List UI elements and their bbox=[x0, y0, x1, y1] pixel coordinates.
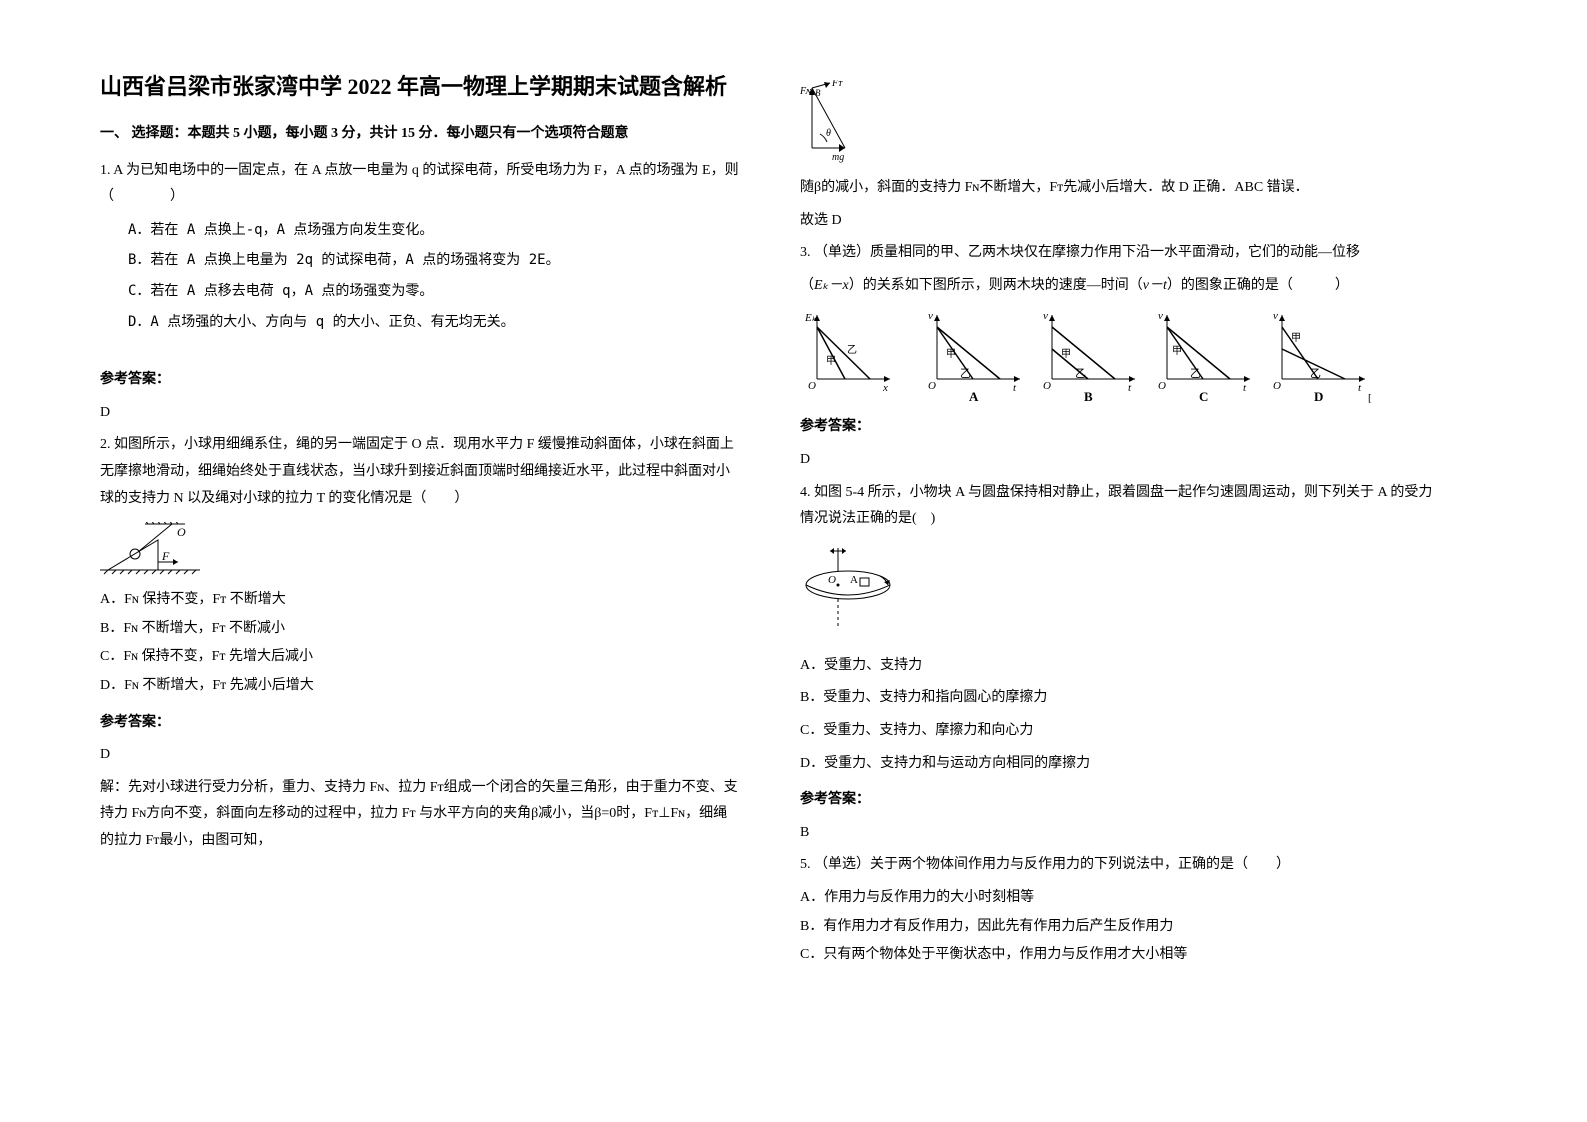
section-1-header: 一、 选择题：本题共 5 小题，每小题 3 分，共计 15 分．每小题只有一个选… bbox=[100, 121, 740, 148]
svg-text:t: t bbox=[1243, 382, 1247, 394]
q1-stem: 1. A 为已知电场中的一固定点，在 A 点放一电量为 q 的试探电荷，所受电场… bbox=[100, 158, 740, 211]
q2-cont-2: 故选 D bbox=[800, 208, 1440, 235]
q2-answer-label: 参考答案： bbox=[100, 710, 740, 737]
svg-text:θ: θ bbox=[826, 128, 831, 139]
svg-text:乙: 乙 bbox=[1310, 367, 1321, 380]
svg-text:乙: 乙 bbox=[1190, 367, 1201, 380]
q5-stem: 5. （单选）关于两个物体间作用力与反作用力的下列说法中，正确的是（ ） bbox=[800, 852, 1440, 879]
q3-graphs-figure: Eₖ 甲 乙 O x v 甲 乙 O bbox=[800, 309, 1440, 404]
svg-text:甲: 甲 bbox=[946, 349, 956, 360]
q4-opt-b: B．受重力、支持力和指向圆心的摩擦力 bbox=[800, 685, 1440, 712]
q2-opt-b: B．Fɴ 不断增大，Fᴛ 不断减小 bbox=[100, 616, 740, 643]
svg-text:O: O bbox=[177, 525, 186, 539]
q2-opt-a: A．Fɴ 保持不变，Fᴛ 不断增大 bbox=[100, 587, 740, 614]
exam-title: 山西省吕梁市张家湾中学 2022 年高一物理上学期期末试题含解析 bbox=[100, 70, 740, 103]
q2-cont-1: 随β的减小，斜面的支持力 Fɴ不断增大，Fᴛ先减小后增大．故 D 正确．ABC … bbox=[800, 175, 1440, 202]
svg-text:Fᴛ: Fᴛ bbox=[831, 80, 843, 89]
q3-stem-line1: 3. （单选）质量相同的甲、乙两木块仅在摩擦力作用下沿一水平面滑动，它们的动能—… bbox=[800, 240, 1440, 267]
q4-stem: 4. 如图 5-4 所示，小物块 A 与圆盘保持相对静止，跟着圆盘一起作匀速圆周… bbox=[800, 480, 1440, 533]
q3-stem-mid: ）的关系如下图所示，则两木块的速度—时间（ bbox=[849, 278, 1143, 293]
q5-opt-b: B．有作用力才有反作用力，因此先有作用力后产生反作用力 bbox=[800, 914, 1440, 941]
q1-opt-c: C．若在 A 点移去电荷 q，A 点的场强变为零。 bbox=[100, 278, 740, 305]
q2-stem: 2. 如图所示，小球用细绳系住，绳的另一端固定于 O 点．现用水平力 F 缓慢推… bbox=[100, 432, 740, 512]
q3-formula-1: Eₖ－x bbox=[814, 278, 849, 293]
svg-text:A: A bbox=[969, 389, 979, 404]
svg-text:O: O bbox=[808, 380, 816, 392]
q5-opt-c: C．只有两个物体处于平衡状态中，作用力与反作用才大小相等 bbox=[800, 942, 1440, 969]
svg-text:x: x bbox=[882, 382, 888, 394]
svg-text:D: D bbox=[1314, 389, 1323, 404]
page-container: 山西省吕梁市张家湾中学 2022 年高一物理上学期期末试题含解析 一、 选择题：… bbox=[0, 0, 1587, 1001]
svg-text:v: v bbox=[1158, 310, 1163, 322]
svg-text:C: C bbox=[1199, 389, 1208, 404]
left-column: 山西省吕梁市张家湾中学 2022 年高一物理上学期期末试题含解析 一、 选择题：… bbox=[100, 70, 740, 971]
svg-text:O: O bbox=[1273, 380, 1281, 392]
q2-vector-triangle-figure: Fɴ Fᴛ B θ mg bbox=[800, 80, 1440, 165]
svg-text:甲: 甲 bbox=[826, 356, 836, 367]
svg-text:O: O bbox=[1043, 380, 1051, 392]
svg-text:[: [ bbox=[1368, 392, 1372, 404]
q3-answer: D bbox=[800, 447, 1440, 474]
right-column: Fɴ Fᴛ B θ mg 随β的减小，斜面的支持力 Fɴ不断增大，Fᴛ先减小后增… bbox=[800, 70, 1440, 971]
svg-text:O: O bbox=[828, 574, 836, 586]
svg-text:B: B bbox=[1084, 389, 1093, 404]
q3-answer-label: 参考答案： bbox=[800, 414, 1440, 441]
svg-text:v: v bbox=[928, 310, 933, 322]
spacer bbox=[100, 339, 740, 357]
svg-text:v: v bbox=[1273, 310, 1278, 322]
svg-text:Fɴ: Fɴ bbox=[800, 86, 812, 97]
q1-opt-a: A．若在 A 点换上-q，A 点场强方向发生变化。 bbox=[100, 217, 740, 244]
svg-text:v: v bbox=[1043, 310, 1048, 322]
svg-text:O: O bbox=[928, 380, 936, 392]
svg-text:甲: 甲 bbox=[1172, 346, 1182, 357]
svg-text:t: t bbox=[1013, 382, 1017, 394]
q4-disk-figure: O A bbox=[800, 543, 1440, 643]
q4-opt-a: A．受重力、支持力 bbox=[800, 653, 1440, 680]
svg-text:甲: 甲 bbox=[1291, 333, 1301, 344]
svg-text:O: O bbox=[1158, 380, 1166, 392]
q2-opt-c: C．Fɴ 保持不变，Fᴛ 先增大后减小 bbox=[100, 644, 740, 671]
q2-opt-d: D．Fɴ 不断增大，Fᴛ 先减小后增大 bbox=[100, 673, 740, 700]
q1-opt-d: D．A 点场强的大小、方向与 q 的大小、正负、有无均无关。 bbox=[100, 309, 740, 336]
q4-opt-c: C．受重力、支持力、摩擦力和向心力 bbox=[800, 718, 1440, 745]
svg-text:乙: 乙 bbox=[847, 344, 857, 356]
q5-opt-a: A．作用力与反作用力的大小时刻相等 bbox=[800, 885, 1440, 912]
q2-ramp-figure: O F bbox=[100, 522, 740, 577]
svg-text:t: t bbox=[1358, 382, 1362, 394]
q1-answer: D bbox=[100, 400, 740, 427]
q3-stem-line2: （Eₖ－x）的关系如下图所示，则两木块的速度—时间（v－t）的图象正确的是（ ） bbox=[800, 273, 1440, 300]
svg-text:B: B bbox=[815, 88, 821, 98]
q2-answer: D bbox=[100, 742, 740, 769]
svg-text:t: t bbox=[1128, 382, 1132, 394]
q3-paren-open: （ bbox=[800, 278, 814, 293]
svg-text:乙: 乙 bbox=[1075, 367, 1086, 380]
q4-answer-label: 参考答案： bbox=[800, 787, 1440, 814]
svg-text:A: A bbox=[850, 574, 858, 586]
q3-formula-2: v－t bbox=[1143, 278, 1167, 293]
q2-explanation: 解：先对小球进行受力分析，重力、支持力 Fɴ、拉力 Fᴛ组成一个闭合的矢量三角形… bbox=[100, 775, 740, 855]
q3-stem-end: ）的图象正确的是（ ） bbox=[1167, 278, 1349, 293]
q4-opt-d: D．受重力、支持力和与运动方向相同的摩擦力 bbox=[800, 751, 1440, 778]
q1-opt-b: B．若在 A 点换上电量为 2q 的试探电荷，A 点的场强将变为 2E。 bbox=[100, 247, 740, 274]
svg-text:F: F bbox=[161, 549, 170, 563]
svg-text:乙: 乙 bbox=[960, 367, 971, 380]
svg-text:mg: mg bbox=[832, 152, 844, 163]
q1-answer-label: 参考答案： bbox=[100, 367, 740, 394]
svg-text:Eₖ: Eₖ bbox=[804, 312, 817, 324]
q4-answer: B bbox=[800, 820, 1440, 847]
